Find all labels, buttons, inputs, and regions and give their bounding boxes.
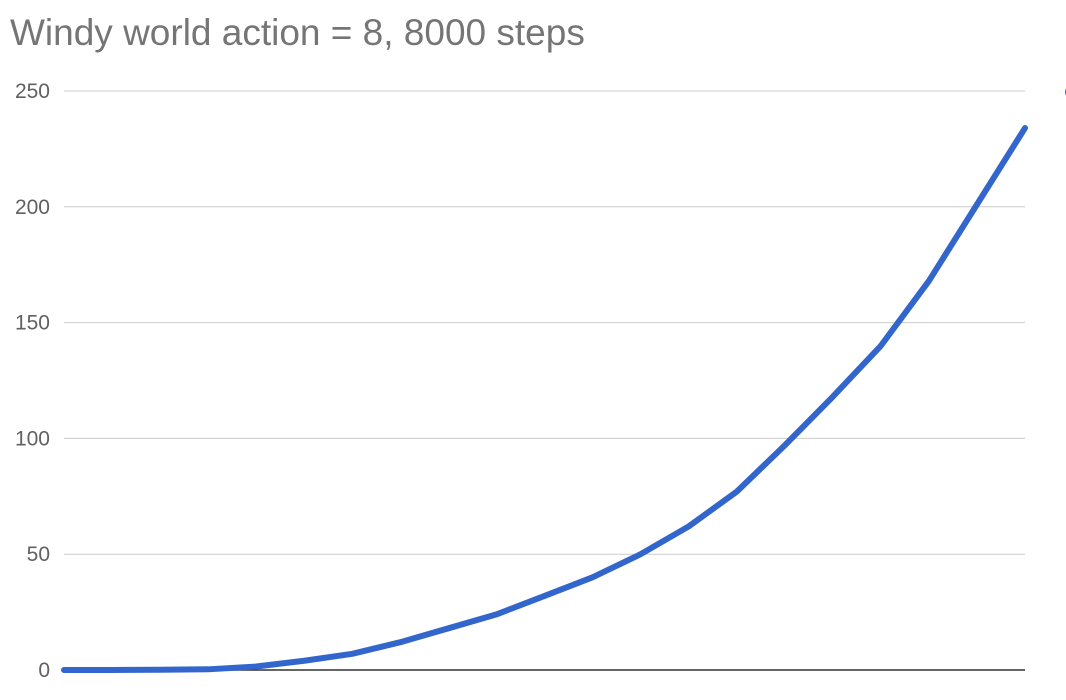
y-tick-label-250: 250 bbox=[15, 80, 50, 103]
y-tick-label-100: 100 bbox=[15, 427, 50, 450]
y-axis-ticks: 0 50 100 150 200 250 bbox=[15, 80, 50, 682]
series-line-0 bbox=[61, 125, 1028, 673]
y-tick-label-0: 0 bbox=[38, 659, 50, 682]
series-lines bbox=[61, 125, 1028, 673]
y-tick-label-200: 200 bbox=[15, 196, 50, 219]
gridlines bbox=[64, 90, 1025, 671]
chart-title: Windy world action = 8, 8000 steps bbox=[10, 12, 585, 53]
y-tick-label-50: 50 bbox=[27, 543, 50, 566]
y-tick-label-150: 150 bbox=[15, 312, 50, 335]
